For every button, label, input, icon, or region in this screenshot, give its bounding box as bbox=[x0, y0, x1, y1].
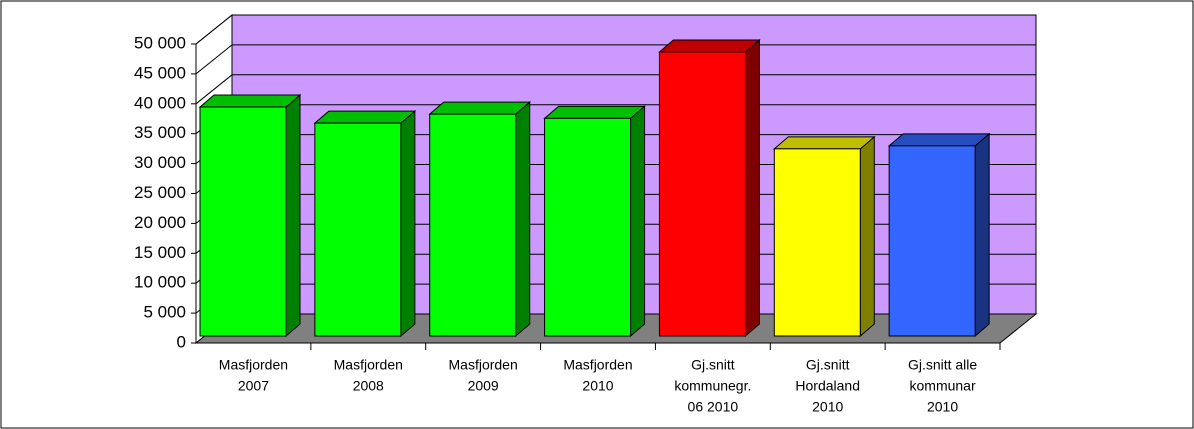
x-tick-label: Hordaland bbox=[795, 378, 860, 394]
bar-side bbox=[400, 110, 416, 338]
x-tick-label: 2010 bbox=[582, 378, 613, 394]
y-tick-label: 30 000 bbox=[134, 153, 186, 172]
y-tick-label: 15 000 bbox=[134, 243, 186, 262]
x-tick-label: Gj.snitt alle bbox=[908, 357, 977, 373]
bar bbox=[199, 106, 287, 337]
bar bbox=[544, 117, 632, 337]
x-tick-label: 06 2010 bbox=[688, 399, 739, 415]
bar-side bbox=[859, 135, 875, 338]
y-tick-label: 0 bbox=[177, 332, 186, 351]
x-tick-label: Masfjorden bbox=[334, 357, 403, 373]
x-tick-label: Gj.snitt bbox=[806, 357, 850, 373]
y-tick-label: 20 000 bbox=[134, 213, 186, 232]
bar-top bbox=[658, 39, 761, 53]
bar bbox=[773, 148, 861, 337]
x-tick-label: Masfjorden bbox=[449, 357, 518, 373]
x-tick-label: 2010 bbox=[927, 399, 958, 415]
y-tick-label: 35 000 bbox=[134, 123, 186, 142]
x-tick-label: Masfjorden bbox=[563, 357, 632, 373]
side-grid-line bbox=[195, 14, 233, 45]
bar bbox=[429, 113, 517, 337]
bar-side bbox=[974, 132, 990, 338]
bar bbox=[314, 122, 402, 337]
bar-side bbox=[630, 105, 646, 338]
side-grid-line bbox=[195, 44, 233, 75]
y-tick-label: 45 000 bbox=[134, 63, 186, 82]
bar-top bbox=[198, 94, 302, 108]
y-tick-label: 25 000 bbox=[134, 183, 186, 202]
x-tick-label: 2007 bbox=[238, 378, 269, 394]
y-tick-label: 40 000 bbox=[134, 93, 186, 112]
y-tick-label: 50 000 bbox=[134, 33, 186, 52]
x-tick-label: 2009 bbox=[468, 378, 499, 394]
y-tick-label: 10 000 bbox=[134, 273, 186, 292]
y-tick-label: 5 000 bbox=[143, 303, 186, 322]
bar-top bbox=[543, 105, 646, 119]
bar bbox=[658, 51, 746, 337]
x-tick-label: Masfjorden bbox=[219, 357, 288, 373]
x-tick-label: kommunegr. bbox=[674, 378, 751, 394]
bar-side bbox=[744, 38, 760, 338]
bar-top bbox=[313, 110, 417, 124]
bar-side bbox=[515, 101, 531, 338]
x-tick-label: Gj.snitt bbox=[691, 357, 735, 373]
bar bbox=[888, 145, 976, 337]
bar-top bbox=[887, 133, 991, 147]
bar-side bbox=[285, 93, 301, 338]
x-tick-label: 2010 bbox=[812, 399, 843, 415]
bar-top bbox=[772, 136, 876, 150]
x-tick-label: kommunar bbox=[910, 378, 976, 394]
side-grid-line bbox=[195, 74, 233, 105]
x-tick-label: 2008 bbox=[353, 378, 384, 394]
bar-top bbox=[428, 101, 532, 115]
